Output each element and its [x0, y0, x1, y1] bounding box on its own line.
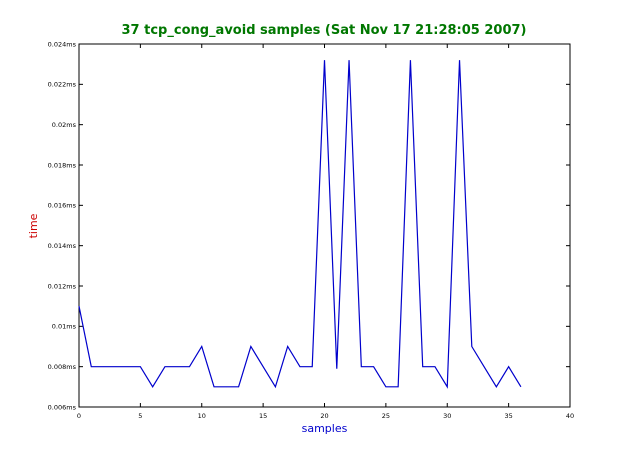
y-tick-label: 0.006ms [48, 403, 77, 411]
plot-area [78, 43, 571, 408]
x-tick-label: 20 [320, 412, 328, 420]
data-point [152, 386, 153, 387]
x-tick-label: 25 [382, 412, 390, 420]
data-point [520, 386, 521, 387]
data-point [483, 366, 484, 367]
plot-frame [78, 43, 571, 408]
x-tick-label: 35 [504, 412, 512, 420]
data-point [226, 386, 227, 387]
data-point [128, 366, 129, 367]
y-tick-label: 0.012ms [48, 282, 77, 290]
data-point [164, 366, 165, 367]
data-point [373, 366, 374, 367]
data-point [103, 366, 104, 367]
data-point [238, 386, 239, 387]
data-point [115, 366, 116, 367]
y-tick-label: 0.01ms [52, 323, 77, 331]
data-point [263, 366, 264, 367]
x-tick-label: 40 [566, 412, 574, 420]
data-point [287, 346, 288, 347]
y-tick-label: 0.02ms [52, 121, 77, 129]
data-point [91, 366, 92, 367]
series-layer [78, 60, 522, 389]
y-axis-ticks: 0.006ms 0.008ms 0.01ms 0.012ms 0.014ms 0.016m… [48, 40, 570, 411]
y-tick-label: 0.018ms [48, 161, 77, 169]
data-point [336, 368, 337, 369]
data-point [385, 386, 386, 387]
data-point [312, 366, 313, 367]
data-point [250, 346, 251, 347]
data-point [140, 366, 141, 367]
data-point [213, 386, 214, 387]
data-point [299, 366, 300, 367]
x-tick-label: 30 [443, 412, 451, 420]
data-point [78, 306, 79, 307]
data-point [447, 386, 448, 387]
data-point [275, 386, 276, 387]
x-tick-label: 10 [198, 412, 206, 420]
y-axis-label: time [27, 213, 40, 238]
data-point [398, 386, 399, 387]
data-point [361, 366, 362, 367]
data-point [410, 60, 411, 61]
data-point [201, 346, 202, 347]
data-point [324, 60, 325, 61]
x-tick-label: 15 [259, 412, 267, 420]
data-point [348, 60, 349, 61]
y-tick-label: 0.022ms [48, 81, 77, 89]
y-tick-label: 0.024ms [48, 40, 77, 48]
data-point [189, 366, 190, 367]
data-point [434, 366, 435, 367]
data-point [177, 366, 178, 367]
chart-title: 37 tcp_cong_avoid samples (Sat Nov 17 21… [122, 23, 527, 38]
series-line [78, 60, 522, 389]
data-point [496, 386, 497, 387]
data-point [422, 366, 423, 367]
data-point [471, 346, 472, 347]
y-tick-label: 0.008ms [48, 363, 77, 371]
x-axis-ticks: 0 5 10 15 20 25 30 35 40 [77, 44, 574, 420]
x-tick-label: 5 [138, 412, 142, 420]
x-tick-label: 0 [77, 412, 81, 420]
x-axis-label: samples [302, 422, 348, 435]
y-tick-label: 0.016ms [48, 202, 77, 210]
data-point [508, 366, 509, 367]
y-tick-label: 0.014ms [48, 242, 77, 250]
data-point [459, 60, 460, 61]
